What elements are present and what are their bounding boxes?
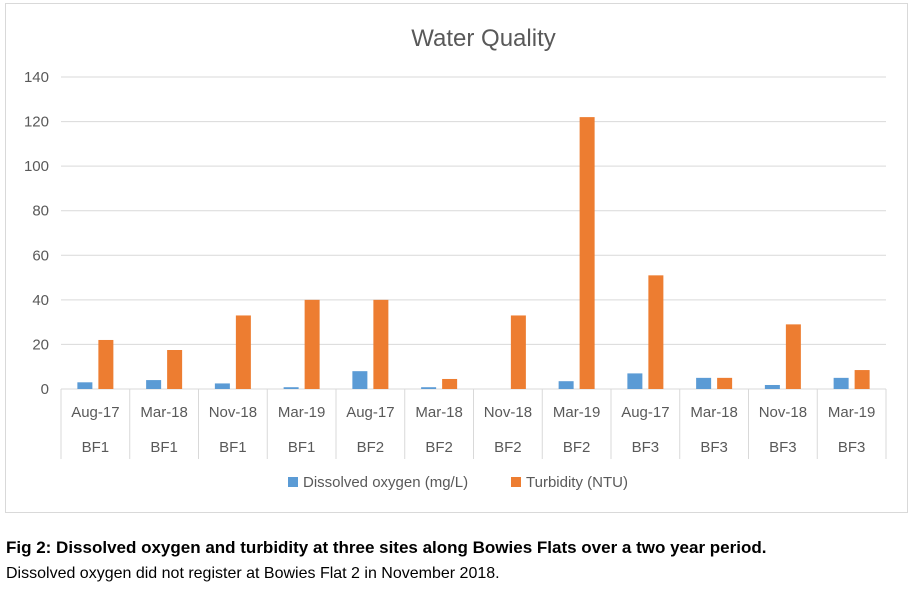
dissolved-oxygen-bar [77, 382, 93, 389]
dissolved-oxygen-bar [352, 371, 368, 389]
x-tick-label-site: BF2 [494, 439, 522, 456]
x-tick-label-date: Mar-18 [415, 404, 463, 421]
chart-frame: Water Quality 0 20 40 60 80 100 120 140 Aug-17 BF1… [5, 3, 908, 513]
x-tick-label-date: Mar-18 [140, 404, 188, 421]
dissolved-oxygen-bar [283, 387, 299, 389]
legend-label: Turbidity (NTU) [526, 474, 628, 491]
dissolved-oxygen-bar [421, 387, 437, 389]
x-tick-label-site: BF3 [838, 439, 866, 456]
x-tick-label-date: Mar-19 [553, 404, 601, 421]
figure-caption-note: Dissolved oxygen did not register at Bow… [6, 565, 500, 582]
turbidity-bar [235, 315, 251, 389]
y-tick-label: 80 [32, 203, 49, 220]
legend-label: Dissolved oxygen (mg/L) [303, 474, 468, 491]
x-tick-label-date: Mar-19 [828, 404, 876, 421]
dissolved-oxygen-bar [764, 384, 780, 389]
x-tick-label-site: BF2 [357, 439, 385, 456]
y-tick-label: 60 [32, 247, 49, 264]
turbidity-bar [167, 350, 183, 389]
turbidity-bar [373, 299, 389, 389]
turbidity-bar [510, 315, 526, 389]
dissolved-oxygen-bar [627, 373, 643, 389]
x-tick-label-site: BF1 [150, 439, 178, 456]
turbidity-bar [717, 377, 733, 389]
y-tick-label: 20 [32, 336, 49, 353]
x-tick-label-site: BF2 [563, 439, 591, 456]
x-tick-label-site: BF2 [425, 439, 453, 456]
chart-title: Water Quality [411, 25, 555, 52]
turbidity-bar [442, 378, 458, 389]
x-tick-label-date: Nov-18 [759, 404, 807, 421]
turbidity-bar [579, 117, 595, 389]
dissolved-oxygen-bar [558, 381, 574, 389]
dissolved-oxygen-bar [146, 380, 162, 389]
y-tick-label: 100 [24, 158, 49, 175]
x-tick-label-site: BF1 [219, 439, 247, 456]
y-tick-label: 140 [24, 69, 49, 86]
dissolved-oxygen-bar [214, 383, 230, 389]
turbidity-bar [98, 339, 114, 389]
water-quality-chart: Water Quality 0 20 40 60 80 100 120 140 Aug-17 BF1… [24, 25, 887, 491]
turbidity-bar [304, 299, 320, 389]
dissolved-oxygen-bar [696, 377, 712, 389]
x-tick-label-site: BF3 [769, 439, 797, 456]
turbidity-bar [785, 324, 801, 389]
x-tick-label-date: Mar-19 [278, 404, 326, 421]
x-tick-label-site: BF3 [700, 439, 728, 456]
x-tick-label-date: Aug-17 [71, 404, 119, 421]
dissolved-oxygen-bar [833, 377, 849, 389]
y-tick-label: 120 [24, 114, 49, 131]
x-tick-label-site: BF3 [632, 439, 660, 456]
x-tick-label-site: BF1 [82, 439, 110, 456]
turbidity-bar [648, 275, 664, 389]
y-tick-label: 40 [32, 292, 49, 309]
x-tick-label-date: Nov-18 [484, 404, 532, 421]
x-tick-label-date: Aug-17 [346, 404, 394, 421]
x-tick-label-site: BF1 [288, 439, 316, 456]
legend-swatch [288, 477, 298, 487]
y-tick-label: 0 [41, 381, 49, 398]
x-tick-label-date: Nov-18 [209, 404, 257, 421]
x-tick-label-date: Aug-17 [621, 404, 669, 421]
x-tick-label-date: Mar-18 [690, 404, 738, 421]
turbidity-bar [854, 370, 870, 389]
figure-caption-title: Fig 2: Dissolved oxygen and turbidity at… [6, 538, 767, 557]
legend-swatch [511, 477, 521, 487]
